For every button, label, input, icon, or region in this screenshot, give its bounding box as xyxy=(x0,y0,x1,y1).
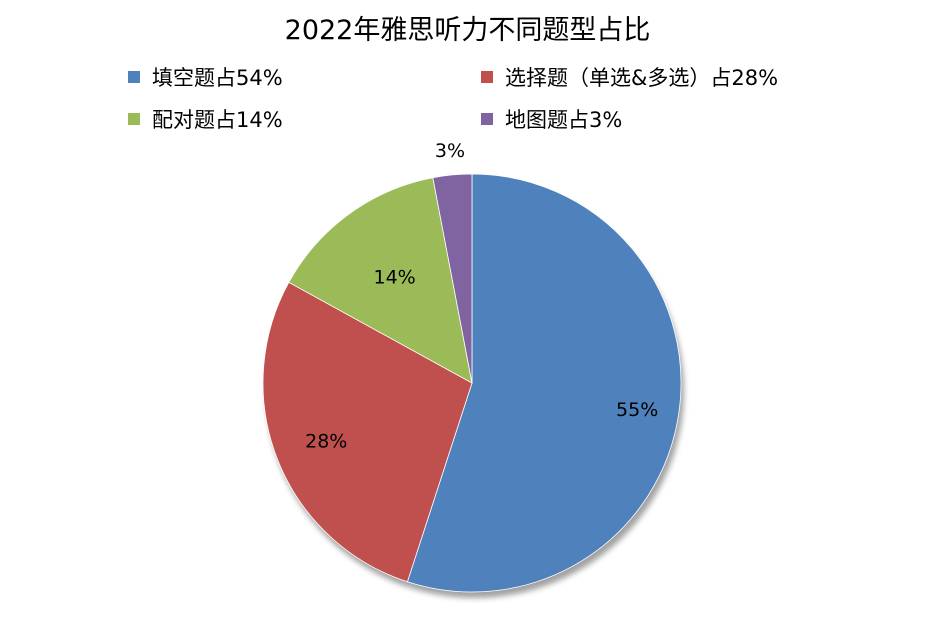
data-label: 28% xyxy=(305,431,347,453)
legend-item-map: 地图题占3% xyxy=(481,104,622,134)
legend-label: 配对题占14% xyxy=(152,108,283,132)
data-label: 3% xyxy=(435,140,465,162)
slice-matching xyxy=(288,177,473,384)
data-label: 14% xyxy=(373,266,415,288)
legend-swatch xyxy=(128,113,140,125)
legend-swatch xyxy=(481,113,493,125)
legend-label: 选择题（单选&多选）占28% xyxy=(505,66,779,90)
legend-label: 地图题占3% xyxy=(505,108,623,132)
data-label: 55% xyxy=(616,399,658,421)
legend-label: 填空题占54% xyxy=(152,66,283,90)
legend-item-matching: 配对题占14% xyxy=(128,104,283,134)
slice-fill-in xyxy=(406,173,682,593)
chart-title: 2022年雅思听力不同题型占比 xyxy=(284,15,651,46)
legend-swatch xyxy=(481,71,493,83)
legend-item-multiple-choice: 选择题（单选&多选）占28% xyxy=(481,62,778,92)
slice-map xyxy=(432,173,473,384)
slice-multiple-choice xyxy=(262,281,473,583)
legend-swatch xyxy=(128,71,140,83)
legend-item-fill-in: 填空题占54% xyxy=(128,62,283,92)
